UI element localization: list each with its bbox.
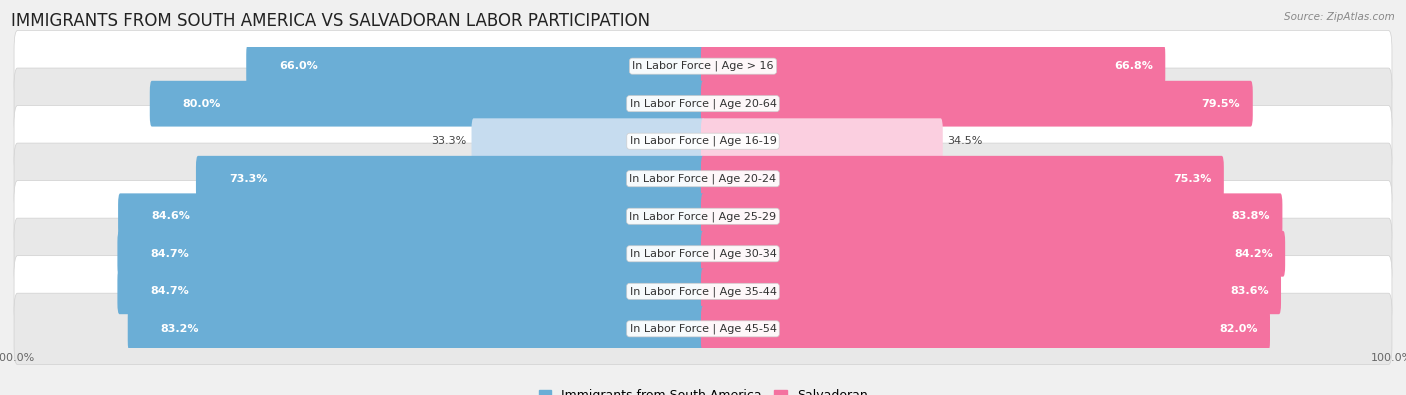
Text: 83.6%: 83.6% [1230, 286, 1268, 296]
Text: 79.5%: 79.5% [1202, 99, 1240, 109]
Text: In Labor Force | Age > 16: In Labor Force | Age > 16 [633, 61, 773, 71]
FancyBboxPatch shape [14, 256, 1392, 327]
FancyBboxPatch shape [14, 181, 1392, 252]
Text: 84.7%: 84.7% [150, 249, 190, 259]
Text: 66.8%: 66.8% [1114, 61, 1153, 71]
Text: Source: ZipAtlas.com: Source: ZipAtlas.com [1284, 12, 1395, 22]
FancyBboxPatch shape [128, 306, 704, 352]
Text: In Labor Force | Age 30-34: In Labor Force | Age 30-34 [630, 248, 776, 259]
FancyBboxPatch shape [14, 143, 1392, 214]
Text: 82.0%: 82.0% [1219, 324, 1257, 334]
Text: In Labor Force | Age 35-44: In Labor Force | Age 35-44 [630, 286, 776, 297]
FancyBboxPatch shape [702, 118, 943, 164]
FancyBboxPatch shape [702, 194, 1282, 239]
FancyBboxPatch shape [118, 194, 704, 239]
Text: 84.2%: 84.2% [1234, 249, 1272, 259]
Text: 80.0%: 80.0% [183, 99, 221, 109]
FancyBboxPatch shape [117, 231, 704, 276]
FancyBboxPatch shape [117, 269, 704, 314]
FancyBboxPatch shape [702, 269, 1281, 314]
Text: 83.2%: 83.2% [160, 324, 200, 334]
FancyBboxPatch shape [246, 43, 704, 89]
Text: In Labor Force | Age 20-64: In Labor Force | Age 20-64 [630, 98, 776, 109]
Text: 33.3%: 33.3% [432, 136, 467, 146]
Legend: Immigrants from South America, Salvadoran: Immigrants from South America, Salvadora… [533, 384, 873, 395]
Text: 34.5%: 34.5% [948, 136, 983, 146]
FancyBboxPatch shape [150, 81, 704, 126]
Text: 84.7%: 84.7% [150, 286, 190, 296]
Text: In Labor Force | Age 20-24: In Labor Force | Age 20-24 [630, 173, 776, 184]
FancyBboxPatch shape [702, 81, 1253, 126]
FancyBboxPatch shape [14, 293, 1392, 365]
FancyBboxPatch shape [195, 156, 704, 201]
Text: 83.8%: 83.8% [1232, 211, 1270, 221]
Text: In Labor Force | Age 45-54: In Labor Force | Age 45-54 [630, 324, 776, 334]
FancyBboxPatch shape [14, 30, 1392, 102]
Text: 66.0%: 66.0% [280, 61, 318, 71]
FancyBboxPatch shape [702, 306, 1270, 352]
FancyBboxPatch shape [702, 43, 1166, 89]
Text: In Labor Force | Age 16-19: In Labor Force | Age 16-19 [630, 136, 776, 147]
FancyBboxPatch shape [14, 218, 1392, 290]
Text: 84.6%: 84.6% [152, 211, 190, 221]
FancyBboxPatch shape [14, 105, 1392, 177]
Text: IMMIGRANTS FROM SOUTH AMERICA VS SALVADORAN LABOR PARTICIPATION: IMMIGRANTS FROM SOUTH AMERICA VS SALVADO… [11, 12, 651, 30]
Text: 75.3%: 75.3% [1173, 174, 1212, 184]
FancyBboxPatch shape [702, 156, 1223, 201]
Text: In Labor Force | Age 25-29: In Labor Force | Age 25-29 [630, 211, 776, 222]
Text: 73.3%: 73.3% [229, 174, 267, 184]
FancyBboxPatch shape [471, 118, 704, 164]
FancyBboxPatch shape [702, 231, 1285, 276]
FancyBboxPatch shape [14, 68, 1392, 139]
